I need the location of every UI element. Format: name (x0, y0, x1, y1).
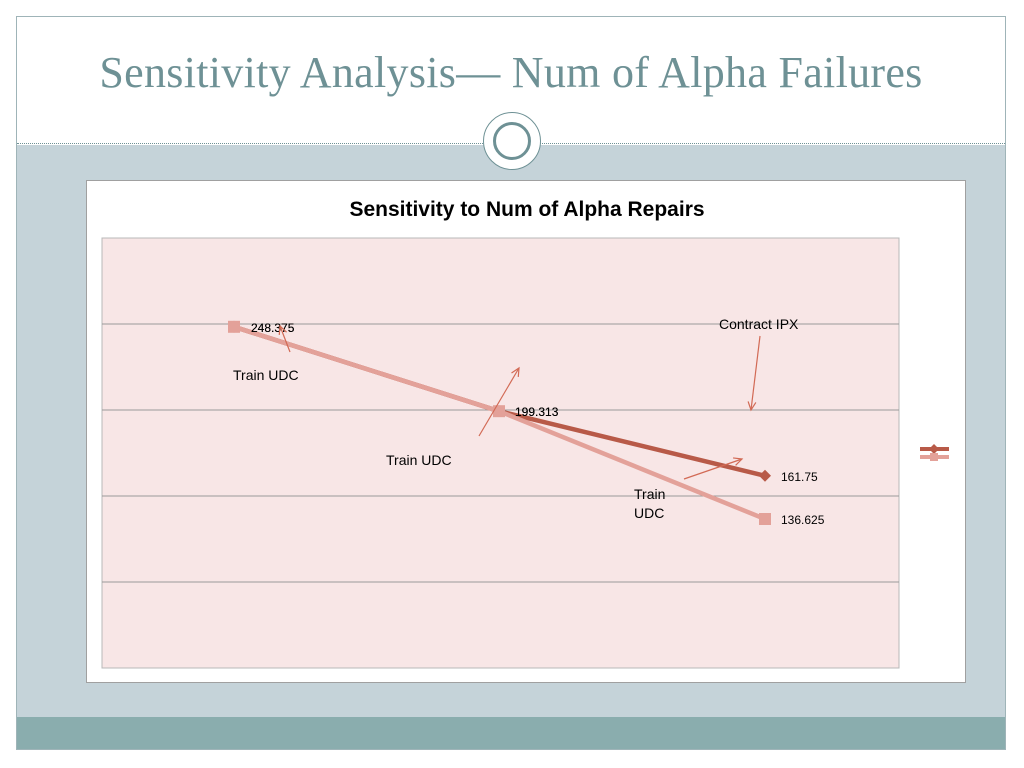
plot-area (102, 238, 899, 668)
annotation-arrow-head (732, 457, 744, 466)
data-point-contract-ipx (759, 469, 771, 482)
data-label: 199.313 (515, 405, 559, 419)
annotation-label: Contract IPX (719, 316, 799, 332)
slide-frame: Sensitivity Analysis— Num of Alpha Failu… (16, 16, 1006, 750)
annotation-arrow (478, 367, 520, 437)
line-chart: Sensitivity to Num of Alpha Repairs 248.… (101, 198, 949, 669)
annotation-label-line: Train (634, 486, 665, 502)
data-label: 248.375 (251, 321, 295, 335)
legend-marker-train-udc (930, 453, 938, 461)
plot-border (101, 237, 900, 669)
legend-marker-contract-ipx (929, 444, 939, 454)
annotation-arrow (279, 325, 291, 353)
annotation-arrow (750, 335, 761, 411)
slide-title: Sensitivity Analysis— Num of Alpha Failu… (99, 48, 923, 97)
data-point-train-udc (228, 320, 240, 333)
annotation-arrow-head (278, 324, 287, 336)
footer-band (17, 717, 1005, 749)
data-label: 161.75 (781, 470, 818, 484)
data-point-train-udc (759, 513, 771, 526)
annotation-label-line: UDC (634, 505, 664, 521)
data-label: 199.313 (515, 405, 559, 419)
annotation-arrow (683, 458, 743, 480)
chart-title: Sensitivity to Num of Alpha Repairs (349, 198, 704, 221)
circle-ornament-inner-icon (493, 122, 531, 160)
annotation-label: Train UDC (386, 452, 452, 468)
data-label: 136.625 (781, 513, 825, 527)
annotation-arrow-head (747, 401, 757, 412)
circle-ornament-icon (483, 112, 541, 170)
annotation-label: Train UDC (233, 367, 299, 383)
annotation-arrow-head (511, 366, 520, 378)
chart-container: Sensitivity to Num of Alpha Repairs 248.… (86, 180, 966, 683)
data-label: 248.375 (251, 321, 295, 335)
data-point-train-udc (493, 405, 505, 418)
annotation-label: Train UDC (634, 486, 665, 521)
